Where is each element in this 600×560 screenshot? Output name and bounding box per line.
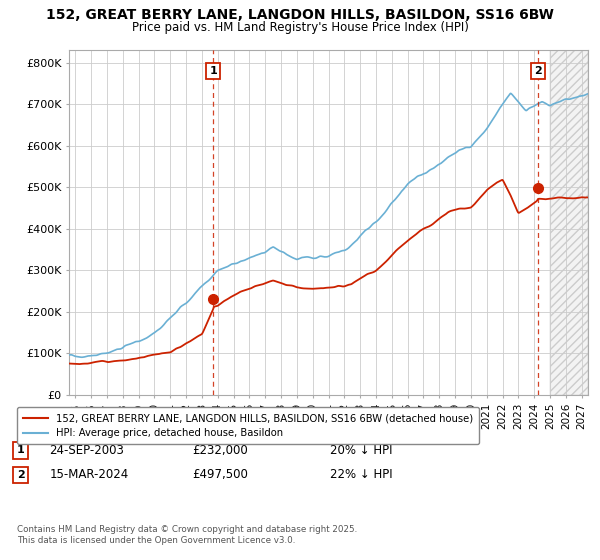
Text: 152, GREAT BERRY LANE, LANGDON HILLS, BASILDON, SS16 6BW: 152, GREAT BERRY LANE, LANGDON HILLS, BA… [46,8,554,22]
Text: 1: 1 [209,66,217,76]
Text: £497,500: £497,500 [192,468,248,482]
Text: 2: 2 [17,470,25,480]
Text: 2: 2 [533,66,541,76]
Text: Price paid vs. HM Land Registry's House Price Index (HPI): Price paid vs. HM Land Registry's House … [131,21,469,34]
Legend: 152, GREAT BERRY LANE, LANGDON HILLS, BASILDON, SS16 6BW (detached house), HPI: : 152, GREAT BERRY LANE, LANGDON HILLS, BA… [17,407,479,444]
Text: Contains HM Land Registry data © Crown copyright and database right 2025.
This d: Contains HM Land Registry data © Crown c… [17,525,357,545]
Text: 24-SEP-2003: 24-SEP-2003 [49,444,124,457]
Text: 22% ↓ HPI: 22% ↓ HPI [330,468,392,482]
Text: £232,000: £232,000 [192,444,248,457]
Text: 15-MAR-2024: 15-MAR-2024 [49,468,128,482]
Text: 20% ↓ HPI: 20% ↓ HPI [330,444,392,457]
Text: 1: 1 [17,445,25,455]
